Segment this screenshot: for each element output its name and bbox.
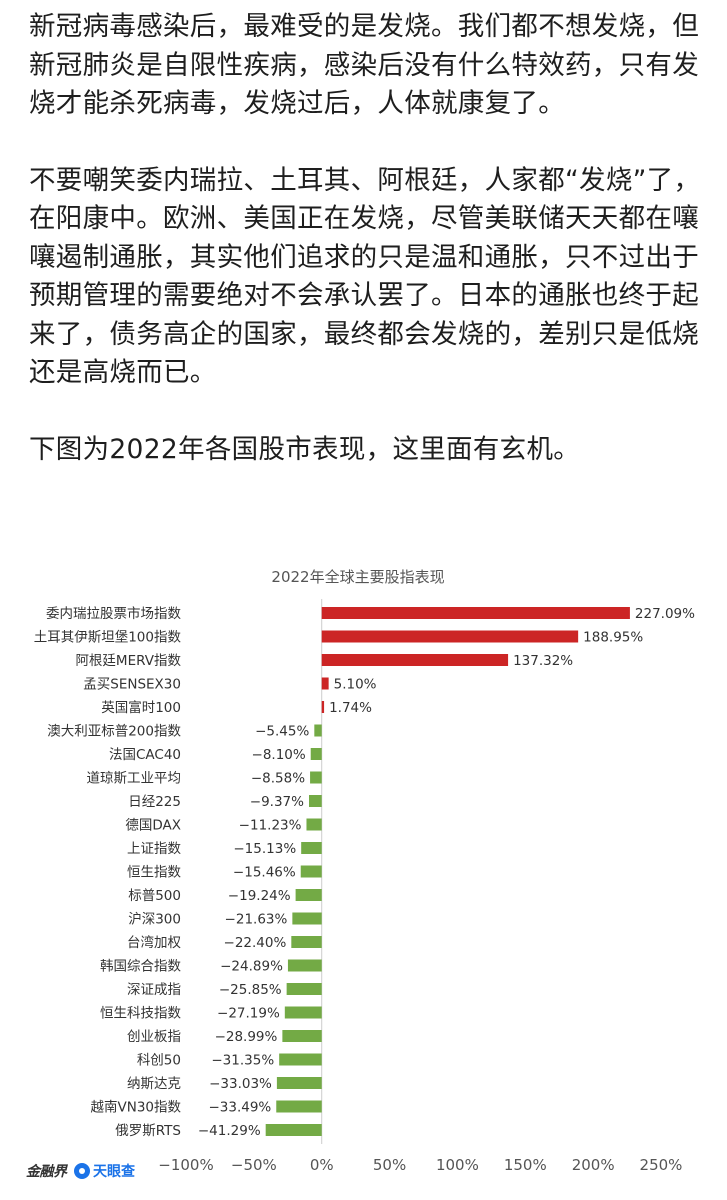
value-label-22: −41.29% [198,1123,261,1139]
bar-8 [308,795,322,807]
x-tick-label-0: −100% [158,1156,213,1174]
tianyancha-eye-icon [74,1163,90,1179]
value-label-19: −31.35% [211,1053,274,1069]
value-label-0: 227.09% [635,606,695,622]
x-tick-label-3: 50% [373,1156,406,1174]
bar-12 [295,889,322,901]
bar-9 [306,818,322,831]
value-label-21: −33.49% [208,1100,271,1116]
bar-4 [321,701,325,713]
x-tick-label-5: 150% [504,1156,547,1174]
category-label-7: 道琼斯工业平均 [87,771,182,787]
chart-title: 2022年全球主要股指表现 [271,568,444,586]
jrj-logo: 金融界 [26,1158,67,1184]
bar-22 [265,1124,322,1136]
bar-15 [287,959,322,972]
category-label-17: 恒生科技指数 [100,1006,181,1022]
bar-18 [282,1030,322,1042]
bar-1 [321,630,579,643]
category-label-21: 越南VN30指数 [90,1100,181,1116]
bar-21 [276,1100,322,1113]
bar-6 [310,748,322,760]
category-label-8: 日经225 [128,794,181,810]
value-label-1: 188.95% [583,630,643,646]
category-label-13: 沪深300 [128,912,181,928]
value-label-9: −11.23% [239,818,302,834]
value-label-7: −8.58% [251,771,305,787]
bar-19 [279,1053,322,1066]
value-label-17: −27.19% [217,1006,280,1022]
value-label-16: −25.85% [219,982,282,998]
value-label-20: −33.03% [209,1076,272,1092]
value-label-10: −15.13% [233,841,296,857]
category-label-12: 标普500 [128,888,181,904]
category-label-20: 纳斯达克 [127,1076,181,1092]
value-label-15: −24.89% [220,959,283,975]
category-label-5: 澳大利亚标普200指数 [47,724,181,740]
paragraph-chart-intro: 下图为2022年各国股市表现，这里面有玄机。 [29,433,581,465]
category-label-6: 法国CAC40 [109,747,181,763]
category-label-19: 科创50 [137,1053,181,1069]
x-tick-label-6: 200% [572,1156,615,1174]
value-label-8: −9.37% [250,794,304,810]
bar-11 [300,865,322,878]
value-label-14: −22.40% [224,935,287,951]
value-label-5: −5.45% [255,724,309,740]
value-label-2: 137.32% [513,653,573,669]
category-label-3: 孟买SENSEX30 [83,677,181,693]
category-label-11: 恒生指数 [127,865,181,881]
category-label-22: 俄罗斯RTS [115,1123,181,1139]
value-label-18: −28.99% [215,1029,278,1045]
category-label-16: 深证成指 [127,982,181,998]
paragraph-fever: 新冠病毒感染后，最难受的是发烧。我们都不想发烧，但新冠肺炎是自限性疾病，感染后没… [29,11,699,119]
jrj-logo-text: 金融界 [26,1164,67,1180]
bar-14 [291,936,322,948]
value-label-11: −15.46% [233,865,296,881]
category-label-18: 创业板指 [127,1029,181,1045]
category-label-10: 上证指数 [127,841,181,857]
bar-16 [286,983,322,995]
x-tick-label-4: 100% [436,1156,479,1174]
value-label-6: −8.10% [252,747,306,763]
bar-5 [314,724,322,737]
bar-0 [321,607,630,619]
paragraph-inflation: 不要嘲笑委内瑞拉、土耳其、阿根廷，人家都“发烧”了，在阳康中。欧洲、美国正在发烧… [29,164,701,389]
category-label-14: 台湾加权 [127,934,181,951]
category-label-4: 英国富时100 [101,699,181,716]
category-label-0: 委内瑞拉股票市场指数 [46,605,181,622]
article-text: 新冠病毒感染后，最难受的是发烧。我们都不想发烧，但新冠肺炎是自限性疾病，感染后没… [29,8,701,469]
bar-17 [284,1006,322,1019]
x-tick-label-2: 0% [310,1156,334,1174]
value-label-3: 5.10% [334,677,377,693]
bar-3 [321,677,329,690]
bar-13 [292,912,322,925]
bar-7 [310,771,322,784]
category-label-2: 阿根廷MERV指数 [75,653,181,669]
value-label-13: −21.63% [225,912,288,928]
category-label-1: 土耳其伊斯坦堡100指数 [34,630,182,646]
tianyancha-logo: 天眼查 [74,1158,135,1184]
category-label-15: 韩国综合指数 [100,959,181,975]
category-label-9: 德国DAX [125,818,181,834]
tianyancha-logo-text: 天眼查 [93,1164,135,1180]
bar-2 [321,654,509,666]
bar-10 [301,842,322,854]
x-tick-label-7: 250% [640,1156,683,1174]
value-label-12: −19.24% [228,888,291,904]
bar-20 [276,1077,322,1089]
x-tick-label-1: −50% [231,1156,277,1174]
value-label-4: 1.74% [329,700,372,716]
